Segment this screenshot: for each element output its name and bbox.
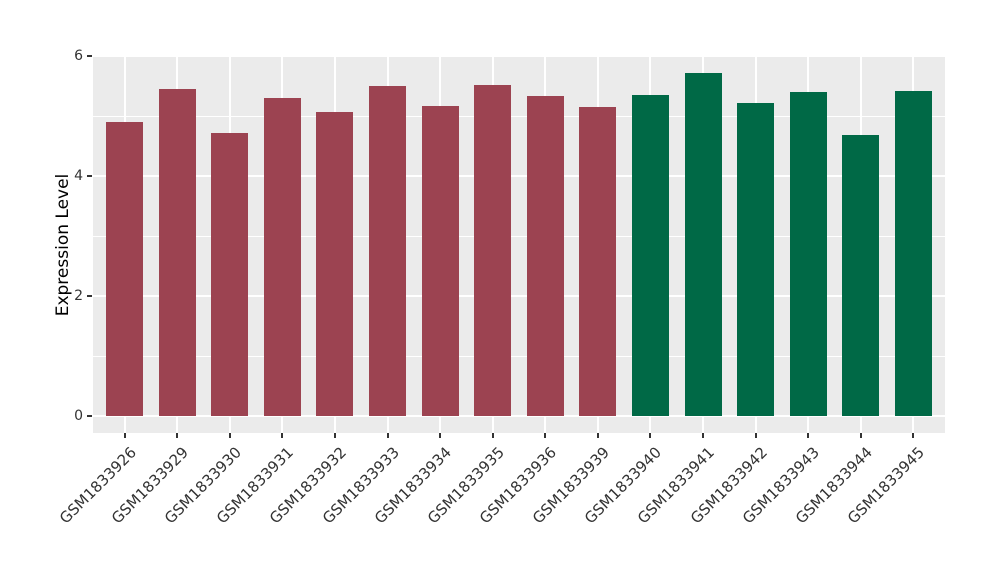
y-tick-mark xyxy=(87,415,92,417)
bar-GSM1833936 xyxy=(526,95,564,416)
bar-GSM1833944 xyxy=(842,134,880,416)
x-tick-mark xyxy=(544,433,547,438)
bar-GSM1833930 xyxy=(211,133,249,416)
x-tick-mark xyxy=(596,433,599,438)
major-gridline xyxy=(93,55,945,58)
major-gridline xyxy=(93,415,945,417)
x-tick-mark xyxy=(754,433,757,438)
x-tick-mark xyxy=(281,433,284,438)
x-tick-mark xyxy=(439,433,442,438)
major-gridline xyxy=(93,175,945,178)
y-tick-label: 6 xyxy=(74,48,83,65)
y-axis-title: Expression Level xyxy=(53,173,73,317)
x-tick-mark xyxy=(228,433,231,438)
x-tick-mark xyxy=(912,433,915,438)
y-tick-label: 2 xyxy=(74,288,83,305)
bar-GSM1833940 xyxy=(631,94,669,416)
x-tick-mark xyxy=(859,433,862,438)
major-gridline xyxy=(93,295,945,298)
bar-GSM1833941 xyxy=(684,73,722,416)
plot-panel xyxy=(93,55,945,433)
bar-GSM1833934 xyxy=(421,106,459,416)
bar-GSM1833929 xyxy=(158,89,196,416)
bar-GSM1833939 xyxy=(579,106,617,416)
y-tick-label: 0 xyxy=(74,408,83,424)
x-tick-mark xyxy=(176,433,179,438)
x-tick-mark xyxy=(333,433,336,438)
minor-gridline xyxy=(93,115,945,117)
bar-GSM1833926 xyxy=(106,122,144,416)
minor-gridline xyxy=(93,235,945,237)
x-tick-mark xyxy=(386,433,389,438)
bar-GSM1833931 xyxy=(263,97,301,416)
bar-GSM1833932 xyxy=(316,112,354,416)
y-tick-mark xyxy=(87,175,92,178)
x-tick-mark xyxy=(123,433,126,438)
x-tick-mark xyxy=(649,433,652,438)
bar-GSM1833942 xyxy=(737,103,775,416)
y-tick-mark xyxy=(87,55,92,58)
x-tick-mark xyxy=(807,433,810,438)
minor-gridline xyxy=(93,355,945,357)
bar-GSM1833943 xyxy=(789,91,827,416)
y-tick-label: 4 xyxy=(74,168,83,185)
bar-GSM1833935 xyxy=(474,85,512,416)
x-tick-mark xyxy=(702,433,705,438)
x-tick-mark xyxy=(491,433,494,438)
bar-GSM1833945 xyxy=(894,91,932,416)
bar-GSM1833933 xyxy=(369,85,407,416)
y-tick-mark xyxy=(87,295,92,298)
